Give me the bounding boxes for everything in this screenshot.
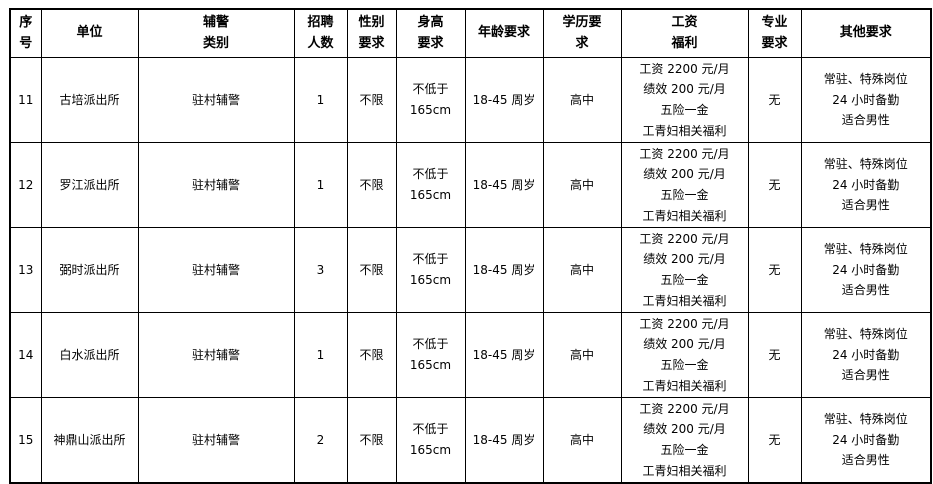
column-header-education: 学历要 求 xyxy=(542,8,622,58)
cell-other: 常驻、特殊岗位 24 小时备勤 适合男性 xyxy=(800,227,932,313)
cell-unit: 神鼎山派出所 xyxy=(40,397,139,484)
cell-serial: 13 xyxy=(9,227,42,313)
column-header-age: 年龄要求 xyxy=(464,8,544,58)
cell-other: 常驻、特殊岗位 24 小时备勤 适合男性 xyxy=(800,57,932,143)
table-row: 12 罗江派出所 驻村辅警 1 不限 不低于 165cm 18-45 周岁 高中… xyxy=(9,142,932,228)
cell-gender: 不限 xyxy=(346,397,397,484)
cell-major: 无 xyxy=(747,312,802,398)
cell-headcount: 1 xyxy=(293,312,348,398)
cell-height: 不低于 165cm xyxy=(395,397,466,484)
table-row: 14 白水派出所 驻村辅警 1 不限 不低于 165cm 18-45 周岁 高中… xyxy=(9,312,932,398)
cell-major: 无 xyxy=(747,397,802,484)
cell-serial: 12 xyxy=(9,142,42,228)
cell-headcount: 1 xyxy=(293,57,348,143)
column-header-height: 身高 要求 xyxy=(395,8,466,58)
cell-gender: 不限 xyxy=(346,142,397,228)
column-header-headcount: 招聘 人数 xyxy=(293,8,348,58)
recruitment-table-container: 序 号 单位 辅警 类别 招聘 人数 性别 要求 身高 要求 年龄要求 学历要 … xyxy=(9,8,932,484)
cell-unit: 白水派出所 xyxy=(40,312,139,398)
cell-headcount: 2 xyxy=(293,397,348,484)
cell-category: 驻村辅警 xyxy=(137,312,295,398)
recruitment-table: 序 号 单位 辅警 类别 招聘 人数 性别 要求 身高 要求 年龄要求 学历要 … xyxy=(9,8,932,484)
cell-education: 高中 xyxy=(542,312,622,398)
table-row: 11 古培派出所 驻村辅警 1 不限 不低于 165cm 18-45 周岁 高中… xyxy=(9,57,932,143)
cell-height: 不低于 165cm xyxy=(395,142,466,228)
cell-height: 不低于 165cm xyxy=(395,227,466,313)
cell-education: 高中 xyxy=(542,227,622,313)
cell-education: 高中 xyxy=(542,397,622,484)
cell-age: 18-45 周岁 xyxy=(464,142,544,228)
cell-age: 18-45 周岁 xyxy=(464,312,544,398)
table-row: 13 弼时派出所 驻村辅警 3 不限 不低于 165cm 18-45 周岁 高中… xyxy=(9,227,932,313)
column-header-other: 其他要求 xyxy=(800,8,932,58)
cell-category: 驻村辅警 xyxy=(137,142,295,228)
cell-major: 无 xyxy=(747,142,802,228)
cell-category: 驻村辅警 xyxy=(137,227,295,313)
column-header-serial: 序 号 xyxy=(9,8,42,58)
cell-unit: 古培派出所 xyxy=(40,57,139,143)
cell-salary: 工资 2200 元/月 绩效 200 元/月 五险一金 工青妇相关福利 xyxy=(620,227,749,313)
cell-serial: 15 xyxy=(9,397,42,484)
cell-other: 常驻、特殊岗位 24 小时备勤 适合男性 xyxy=(800,312,932,398)
cell-gender: 不限 xyxy=(346,312,397,398)
column-header-unit: 单位 xyxy=(40,8,139,58)
cell-major: 无 xyxy=(747,57,802,143)
cell-height: 不低于 165cm xyxy=(395,57,466,143)
cell-unit: 弼时派出所 xyxy=(40,227,139,313)
column-header-category: 辅警 类别 xyxy=(137,8,295,58)
table-row: 15 神鼎山派出所 驻村辅警 2 不限 不低于 165cm 18-45 周岁 高… xyxy=(9,397,932,484)
cell-education: 高中 xyxy=(542,57,622,143)
cell-headcount: 1 xyxy=(293,142,348,228)
cell-salary: 工资 2200 元/月 绩效 200 元/月 五险一金 工青妇相关福利 xyxy=(620,312,749,398)
cell-salary: 工资 2200 元/月 绩效 200 元/月 五险一金 工青妇相关福利 xyxy=(620,142,749,228)
cell-headcount: 3 xyxy=(293,227,348,313)
cell-age: 18-45 周岁 xyxy=(464,227,544,313)
cell-category: 驻村辅警 xyxy=(137,397,295,484)
cell-age: 18-45 周岁 xyxy=(464,397,544,484)
column-header-major: 专业 要求 xyxy=(747,8,802,58)
cell-salary: 工资 2200 元/月 绩效 200 元/月 五险一金 工青妇相关福利 xyxy=(620,397,749,484)
cell-serial: 11 xyxy=(9,57,42,143)
cell-age: 18-45 周岁 xyxy=(464,57,544,143)
cell-other: 常驻、特殊岗位 24 小时备勤 适合男性 xyxy=(800,397,932,484)
cell-unit: 罗江派出所 xyxy=(40,142,139,228)
cell-education: 高中 xyxy=(542,142,622,228)
cell-serial: 14 xyxy=(9,312,42,398)
cell-category: 驻村辅警 xyxy=(137,57,295,143)
header-row: 序 号 单位 辅警 类别 招聘 人数 性别 要求 身高 要求 年龄要求 学历要 … xyxy=(9,8,932,58)
column-header-salary: 工资 福利 xyxy=(620,8,749,58)
cell-height: 不低于 165cm xyxy=(395,312,466,398)
cell-other: 常驻、特殊岗位 24 小时备勤 适合男性 xyxy=(800,142,932,228)
cell-major: 无 xyxy=(747,227,802,313)
column-header-gender: 性别 要求 xyxy=(346,8,397,58)
cell-salary: 工资 2200 元/月 绩效 200 元/月 五险一金 工青妇相关福利 xyxy=(620,57,749,143)
cell-gender: 不限 xyxy=(346,57,397,143)
cell-gender: 不限 xyxy=(346,227,397,313)
